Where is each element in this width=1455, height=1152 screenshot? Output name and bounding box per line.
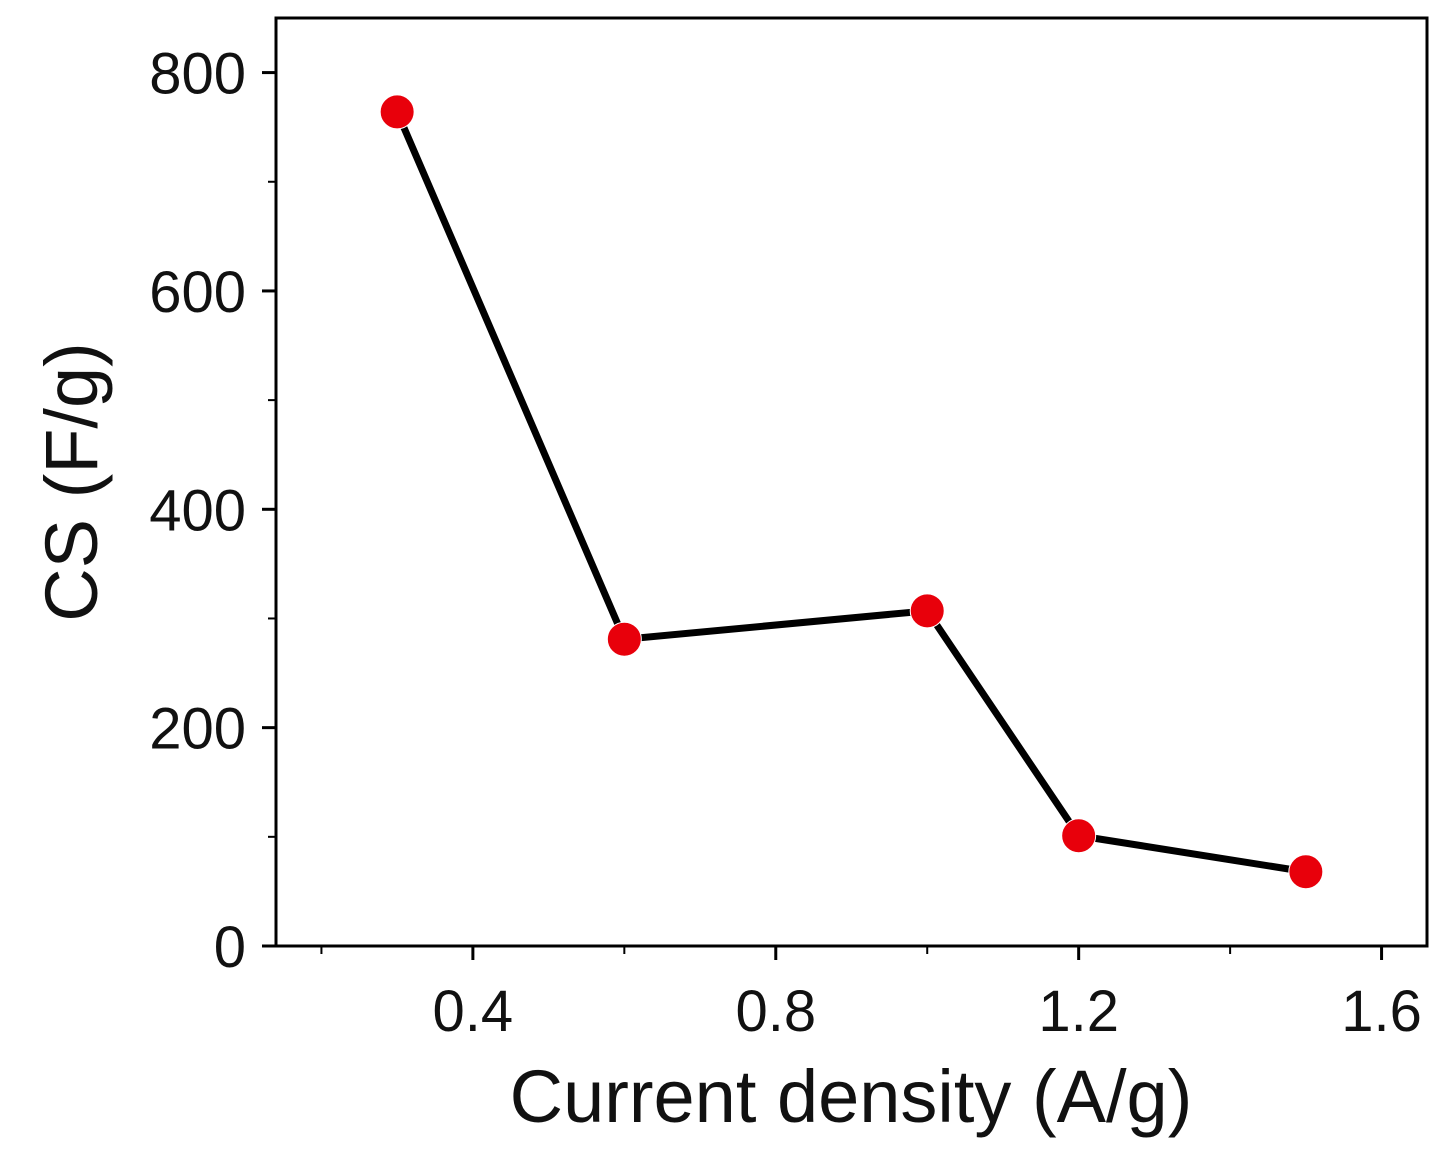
y-tick-label: 0: [214, 915, 246, 980]
tick-labels: 0.4 0.8 1.2 1.6 0 200 400 600 800: [149, 42, 1422, 1044]
data-series: [379, 94, 1324, 890]
data-point: [606, 621, 642, 657]
x-tick-label: 0.8: [735, 979, 816, 1044]
x-axis-title: Current density (A/g): [510, 1055, 1193, 1138]
x-tick-label: 0.4: [433, 979, 514, 1044]
data-point: [1061, 818, 1097, 854]
y-tick-label: 400: [149, 478, 246, 543]
y-tick-label: 200: [149, 697, 246, 762]
major-ticks: [262, 71, 1384, 960]
data-point: [909, 593, 945, 629]
x-tick-label: 1.6: [1341, 979, 1422, 1044]
data-point: [379, 94, 415, 130]
y-axis-title: CS (F/g): [30, 342, 113, 622]
series-line: [393, 110, 1307, 876]
data-point: [1288, 854, 1324, 890]
x-tick-label: 1.2: [1038, 979, 1119, 1044]
y-tick-label: 600: [149, 260, 246, 325]
y-tick-label: 800: [149, 42, 246, 107]
minor-ticks: [268, 180, 1232, 954]
plot-frame: [274, 16, 1429, 948]
